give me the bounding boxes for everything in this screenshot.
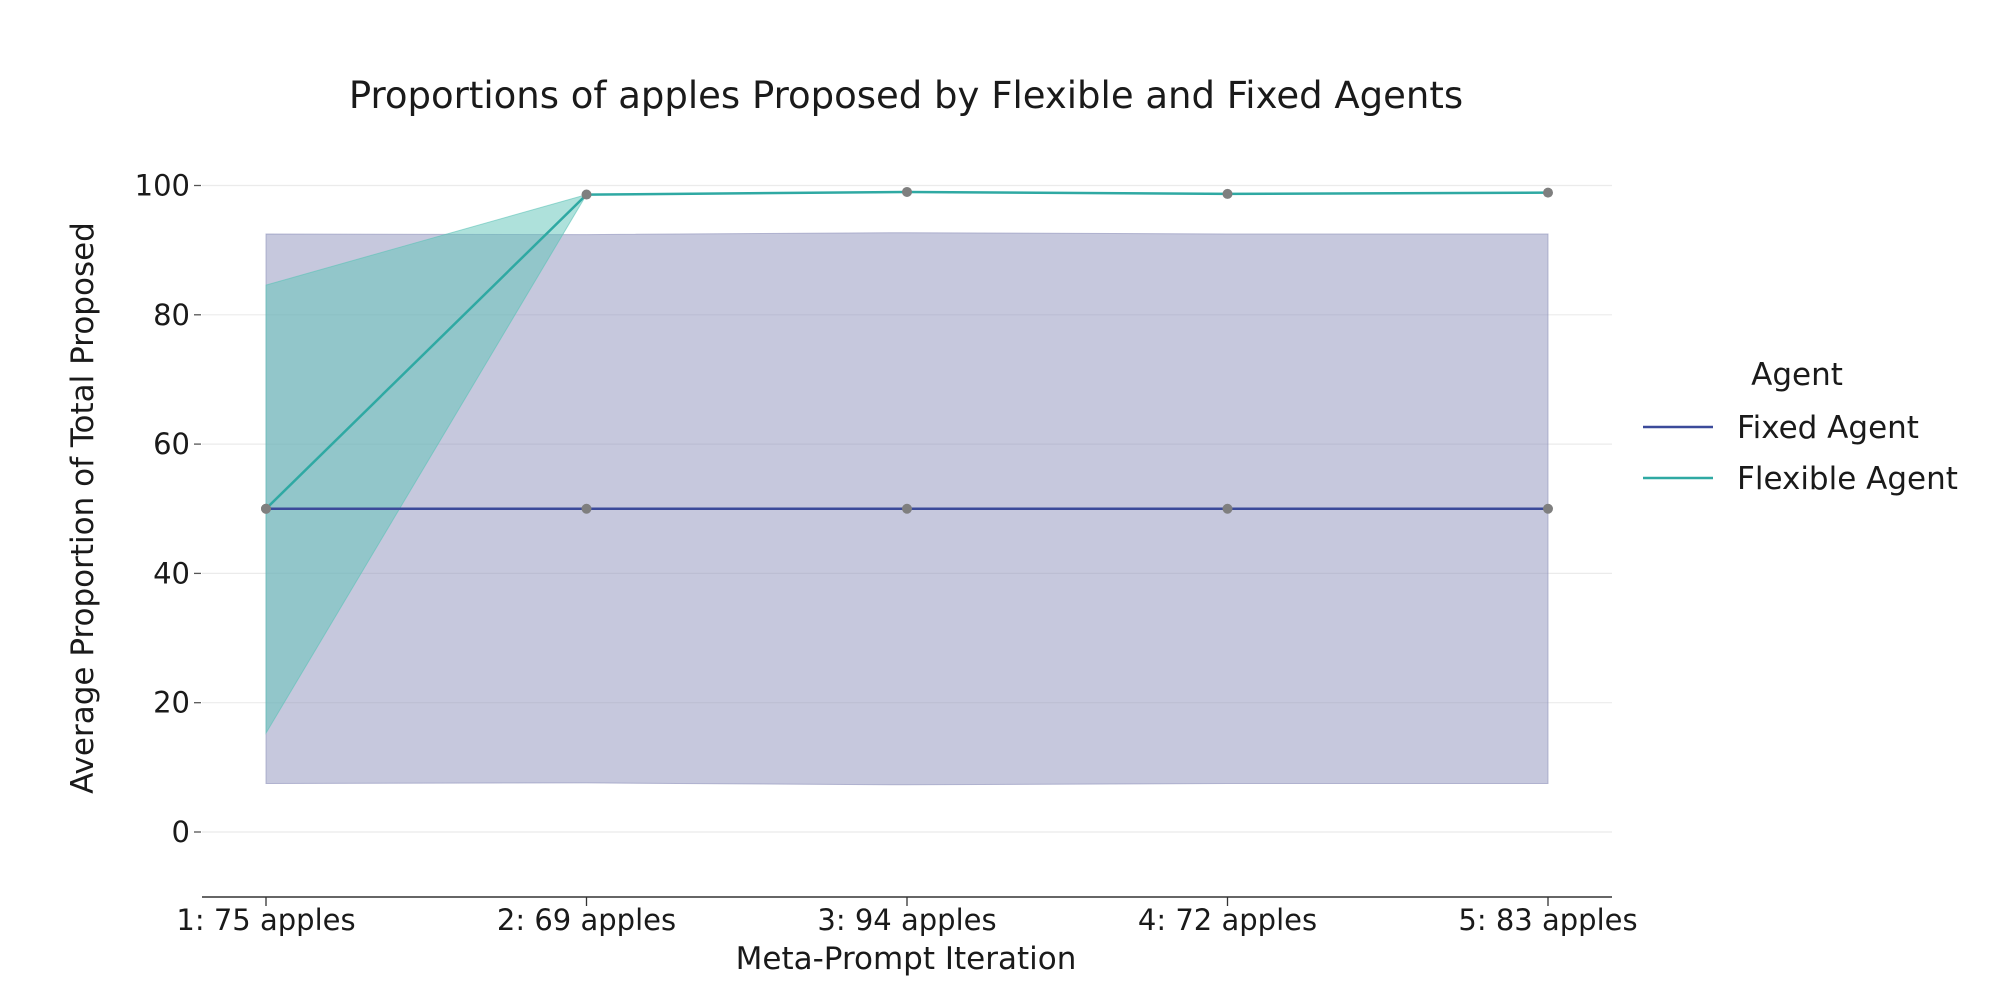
- y-tick-label: 0: [172, 815, 190, 849]
- legend: Agent Fixed Agent Flexible Agent: [1643, 357, 1958, 497]
- x-tick-label: 1: 75 apples: [176, 903, 355, 937]
- data-point: [902, 503, 912, 514]
- y-tick-label: 60: [153, 427, 190, 461]
- legend-label: Fixed Agent: [1737, 410, 1919, 446]
- y-tick-label: 80: [153, 298, 190, 332]
- data-point: [1543, 187, 1553, 198]
- y-tick-label: 100: [135, 169, 190, 203]
- x-axis-label: Meta-Prompt Iteration: [736, 941, 1077, 977]
- data-markers: [261, 186, 1553, 514]
- x-tick-label: 2: 69 apples: [497, 903, 676, 937]
- y-tick-label: 20: [153, 686, 190, 720]
- data-point: [581, 189, 592, 200]
- data-point: [902, 186, 912, 197]
- data-point: [1222, 503, 1233, 514]
- axes: 0 20 40 60 80 100 1: 75 apples 2: 69 apples 3: 9…: [135, 169, 1638, 938]
- data-point: [1543, 503, 1553, 514]
- legend-title: Agent: [1751, 357, 1843, 393]
- y-axis-label: Average Proportion of Total Proposed: [65, 222, 101, 794]
- x-tick-label: 4: 72 apples: [1138, 903, 1317, 937]
- x-tick-label: 5: 83 apples: [1458, 903, 1637, 937]
- x-tick-label: 3: 94 apples: [817, 903, 996, 937]
- confidence-bands: [265, 191, 1549, 786]
- data-point: [261, 503, 271, 514]
- data-point: [581, 503, 592, 514]
- data-point: [1222, 188, 1233, 199]
- chart-title: Proportions of apples Proposed by Flexib…: [349, 74, 1463, 117]
- y-tick-label: 40: [153, 556, 190, 590]
- legend-label: Flexible Agent: [1737, 461, 1958, 497]
